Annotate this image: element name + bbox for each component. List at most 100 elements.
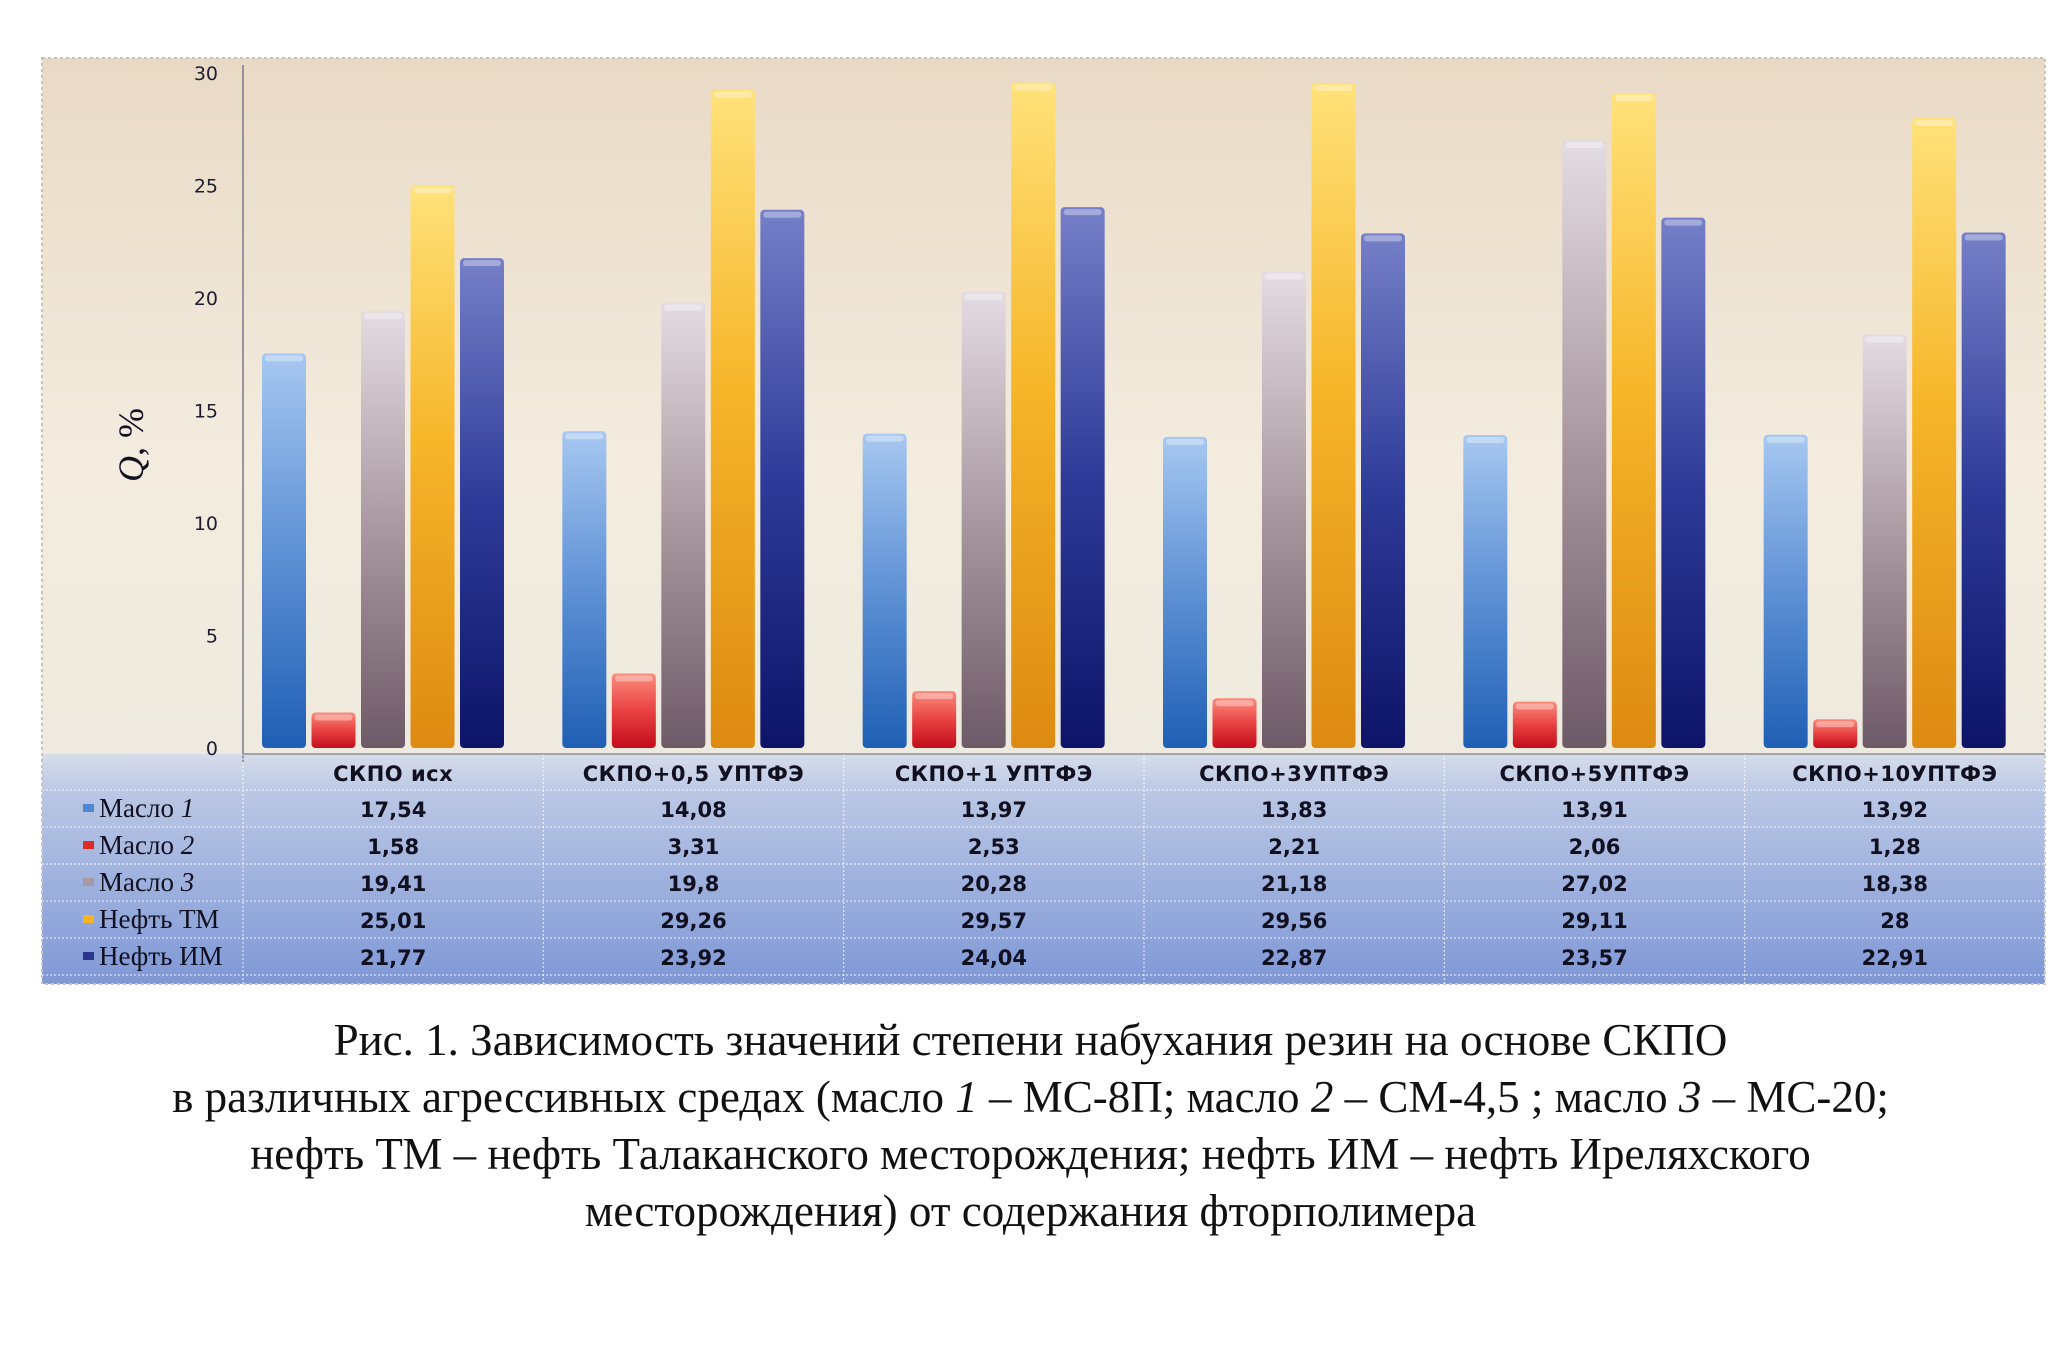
- bar-2-6: [1813, 719, 1858, 748]
- bar-highlight: [1865, 336, 1904, 343]
- data-label: 23,57: [1561, 946, 1627, 970]
- bar-4-5: [1611, 93, 1656, 748]
- bar-highlight: [1964, 234, 2003, 241]
- bar-highlight: [1515, 703, 1554, 710]
- bar-3-6: [1862, 334, 1907, 748]
- bar-3-2: [661, 302, 706, 748]
- data-label: 29,26: [660, 909, 726, 933]
- bar-5-3: [1060, 207, 1105, 749]
- bar-1-5: [1463, 435, 1508, 748]
- bar-highlight: [664, 304, 703, 311]
- bar-5-6: [1961, 232, 2006, 748]
- bars: [262, 82, 2006, 749]
- bar-highlight: [1014, 84, 1053, 91]
- bar-2-4: [1212, 698, 1257, 748]
- data-label: 1,28: [1869, 835, 1921, 859]
- data-label: 20,28: [961, 872, 1027, 896]
- legend-swatch: [83, 878, 94, 886]
- bar-highlight: [1314, 84, 1353, 91]
- data-label: 24,04: [961, 946, 1027, 970]
- bar-highlight: [865, 435, 904, 442]
- bar-2-1: [311, 712, 356, 748]
- bar-highlight: [1915, 120, 1954, 126]
- category-label: СКПО+1 УПТФЭ: [895, 762, 1093, 786]
- y-ticks: 0 5 10 15 20 25 30: [194, 63, 218, 760]
- caption-line-2: в различных агрессивных средах (масло 1 …: [172, 1072, 1889, 1122]
- bar-highlight: [763, 211, 802, 218]
- caption-line-3: нефть ТМ – нефть Талаканского месторожде…: [250, 1129, 1811, 1179]
- legend-swatch: [83, 841, 94, 849]
- data-table: СКПО исх СКПО+0,5 УПТФЭ СКПО+1 УПТФЭ СКПО+3…: [42, 753, 2046, 984]
- category-label: СКПО исх: [333, 762, 453, 786]
- bar-2-3: [912, 691, 957, 748]
- bar-1-6: [1763, 434, 1808, 748]
- bar-highlight: [413, 187, 452, 194]
- data-label: 13,83: [1261, 798, 1327, 822]
- bar-5-4: [1361, 233, 1405, 749]
- category-label: СКПО+0,5 УПТФЭ: [583, 762, 804, 786]
- data-label: 2,53: [968, 835, 1020, 859]
- data-label: 29,56: [1261, 909, 1327, 933]
- y-tick-label: 0: [206, 738, 218, 760]
- bar-1-4: [1163, 436, 1207, 748]
- caption-line-1: Рис. 1. Зависимость значений степени наб…: [333, 1015, 1728, 1065]
- data-label: 1,58: [367, 835, 419, 859]
- data-label: 25,01: [360, 909, 426, 933]
- bar-highlight: [1215, 700, 1254, 707]
- y-tick-label: 20: [194, 288, 218, 310]
- legend-label: Масло 1: [99, 793, 194, 823]
- bar-highlight: [964, 293, 1003, 300]
- data-label: 22,87: [1261, 946, 1327, 970]
- chart-border: [41, 57, 2046, 985]
- bar-1-1: [262, 353, 306, 748]
- bar-3-5: [1562, 140, 1607, 749]
- bar-highlight: [915, 693, 954, 700]
- bar-highlight: [1816, 721, 1855, 728]
- data-label: 21,18: [1261, 872, 1327, 896]
- caption-line-4: месторождения) от содержания фторполимер…: [584, 1186, 1477, 1236]
- category-label: СКПО+3УПТФЭ: [1199, 762, 1389, 786]
- data-label: 23,92: [660, 946, 726, 970]
- bar-highlight: [1766, 436, 1805, 443]
- bar-5-5: [1661, 217, 1706, 749]
- legend-label: Масло 2: [99, 830, 194, 860]
- legend-label: Нефть ТМ: [99, 904, 219, 934]
- data-label: 13,91: [1561, 798, 1627, 822]
- bar-5-1: [460, 258, 504, 748]
- data-label: 29,11: [1561, 909, 1627, 933]
- bar-2-2: [611, 673, 656, 748]
- data-label: 19,41: [360, 872, 426, 896]
- bar-highlight: [565, 433, 604, 440]
- bar-highlight: [364, 313, 402, 320]
- figure-caption: Рис. 1. Зависимость значений степени наб…: [0, 1012, 2061, 1240]
- legend-swatch: [83, 804, 94, 812]
- bar-1-3: [862, 433, 907, 748]
- data-label: 28: [1880, 909, 1909, 933]
- bar-4-3: [1011, 82, 1056, 749]
- data-label: 14,08: [660, 798, 726, 822]
- data-label: 22,91: [1862, 946, 1928, 970]
- category-label: СКПО+10УПТФЭ: [1792, 762, 1997, 786]
- bar-3-1: [361, 311, 405, 748]
- bar-highlight: [1466, 437, 1505, 444]
- bar-5-2: [760, 209, 805, 749]
- bar-highlight: [314, 714, 353, 721]
- bar-highlight: [1614, 95, 1653, 102]
- data-label: 21,77: [360, 946, 426, 970]
- legend-label: Масло 3: [99, 867, 194, 897]
- bar-highlight: [463, 260, 501, 267]
- bar-4-2: [710, 89, 755, 748]
- legend-swatch: [83, 952, 94, 960]
- data-label: 13,97: [961, 798, 1027, 822]
- bar-highlight: [1664, 219, 1703, 226]
- bar-highlight: [265, 355, 303, 362]
- y-tick-label: 10: [194, 513, 218, 535]
- y-tick-label: 25: [194, 176, 218, 198]
- data-label: 29,57: [961, 909, 1027, 933]
- bar-4-6: [1912, 118, 1957, 748]
- data-label: 3,31: [668, 835, 720, 859]
- bar-highlight: [1063, 209, 1102, 216]
- bar-highlight: [1565, 142, 1604, 149]
- bar-4-4: [1311, 82, 1356, 748]
- data-label: 19,8: [668, 872, 720, 896]
